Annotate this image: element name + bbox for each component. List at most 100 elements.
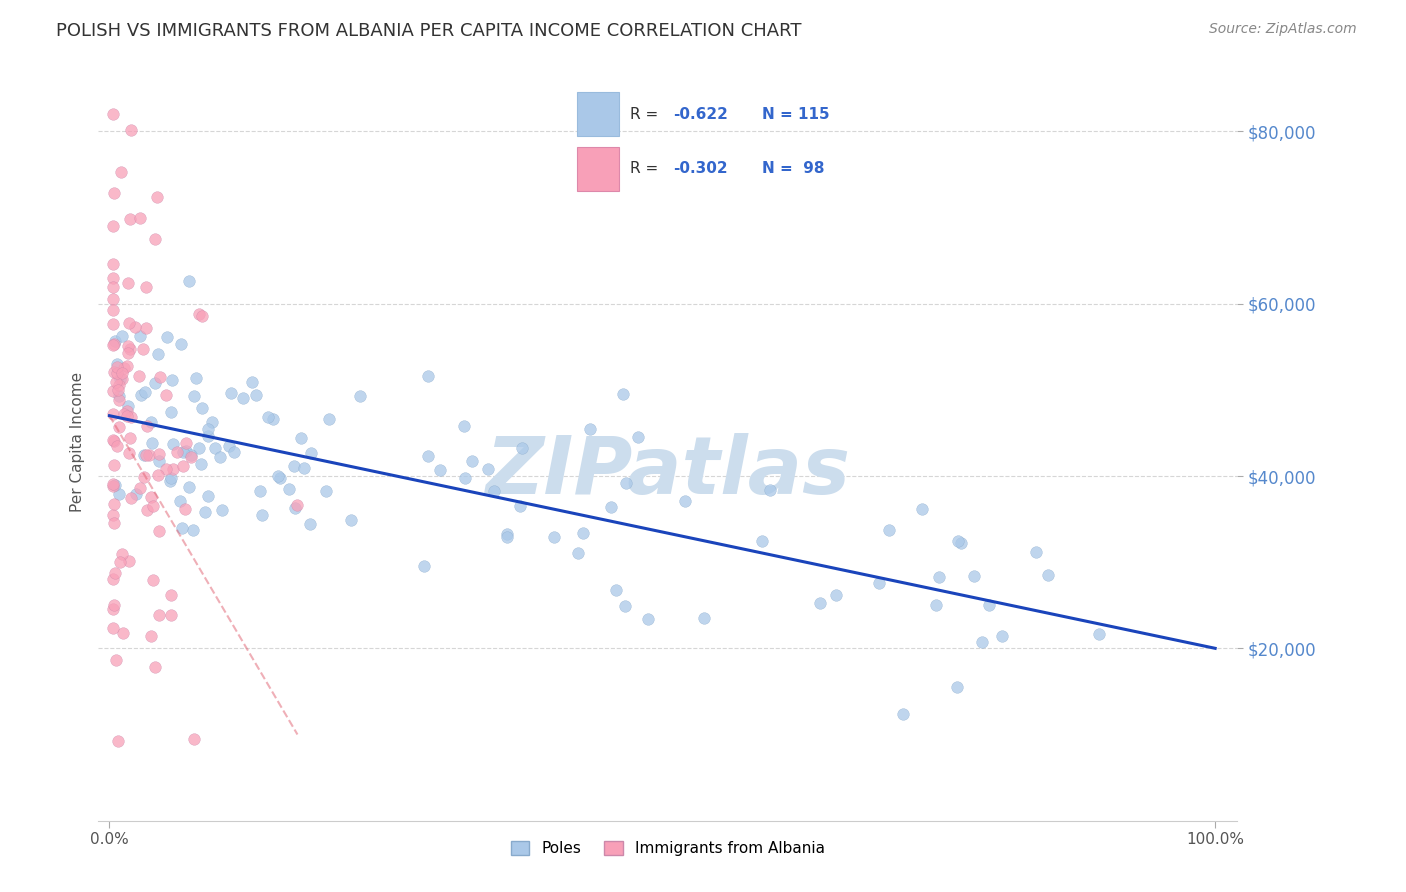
Point bbox=[991, 629, 1014, 643]
Point bbox=[148, 347, 170, 361]
Point bbox=[128, 481, 150, 495]
Point bbox=[315, 483, 337, 498]
Point bbox=[103, 365, 125, 379]
Point bbox=[160, 608, 183, 623]
Text: ZIPatlas: ZIPatlas bbox=[485, 433, 851, 511]
Point bbox=[117, 276, 139, 290]
Point bbox=[567, 546, 589, 560]
Point bbox=[101, 573, 124, 587]
Point bbox=[111, 547, 134, 561]
Point bbox=[197, 422, 219, 436]
Point bbox=[349, 389, 371, 403]
Point bbox=[107, 733, 129, 747]
Point bbox=[139, 416, 162, 430]
Point bbox=[868, 576, 890, 591]
Point bbox=[232, 391, 254, 405]
Point bbox=[928, 570, 950, 584]
Point bbox=[222, 444, 245, 458]
Point bbox=[118, 212, 141, 227]
Point bbox=[418, 449, 440, 463]
Point bbox=[172, 459, 194, 474]
Point bbox=[112, 407, 135, 421]
Point bbox=[166, 444, 188, 458]
Point bbox=[614, 476, 637, 491]
Point bbox=[496, 526, 519, 541]
Point bbox=[1088, 627, 1111, 641]
Point bbox=[105, 653, 128, 667]
Point bbox=[181, 523, 204, 537]
Point bbox=[131, 388, 153, 402]
Point bbox=[453, 471, 475, 485]
Point bbox=[155, 462, 177, 476]
Point bbox=[159, 474, 181, 488]
Point bbox=[141, 435, 163, 450]
Point bbox=[148, 607, 170, 622]
Text: Source: ZipAtlas.com: Source: ZipAtlas.com bbox=[1209, 22, 1357, 37]
Point bbox=[673, 494, 696, 508]
Point bbox=[134, 469, 156, 483]
Point bbox=[111, 329, 134, 343]
Point bbox=[120, 409, 142, 424]
Point bbox=[101, 621, 124, 635]
Point bbox=[453, 419, 475, 434]
Point bbox=[160, 588, 183, 602]
Point bbox=[115, 404, 138, 418]
Point bbox=[250, 508, 273, 523]
Point bbox=[143, 376, 166, 390]
Point bbox=[112, 625, 135, 640]
Point bbox=[105, 357, 128, 371]
Point bbox=[197, 489, 219, 503]
Point bbox=[135, 280, 157, 294]
Point bbox=[461, 454, 484, 468]
Point bbox=[218, 439, 240, 453]
Point bbox=[108, 377, 131, 392]
Point bbox=[103, 497, 125, 511]
Point bbox=[134, 384, 156, 399]
Point bbox=[135, 448, 157, 462]
Point bbox=[101, 302, 124, 317]
Point bbox=[117, 339, 139, 353]
Point bbox=[139, 490, 162, 504]
Point bbox=[135, 418, 157, 433]
Point bbox=[142, 573, 165, 587]
Y-axis label: Per Capita Income: Per Capita Income bbox=[69, 371, 84, 512]
Point bbox=[103, 458, 125, 473]
Point bbox=[108, 389, 131, 403]
Point bbox=[162, 437, 184, 451]
Point bbox=[1025, 545, 1047, 559]
Point bbox=[970, 635, 993, 649]
Point bbox=[139, 629, 162, 643]
Point bbox=[101, 271, 124, 285]
Point bbox=[1036, 568, 1059, 582]
Point bbox=[148, 447, 170, 461]
Point bbox=[262, 412, 284, 426]
Point bbox=[962, 569, 984, 583]
Point bbox=[143, 660, 166, 674]
Point bbox=[183, 732, 205, 747]
Point bbox=[201, 415, 224, 429]
Point bbox=[105, 438, 128, 452]
Point bbox=[879, 523, 901, 537]
Point bbox=[101, 476, 124, 491]
Point bbox=[572, 526, 595, 541]
Point bbox=[107, 420, 129, 434]
Point bbox=[283, 459, 305, 474]
Point bbox=[174, 501, 197, 516]
Point bbox=[101, 279, 124, 293]
Point bbox=[183, 389, 205, 403]
Point bbox=[101, 508, 124, 522]
Point bbox=[101, 292, 124, 306]
Point bbox=[484, 484, 506, 499]
Point bbox=[155, 388, 177, 402]
Point bbox=[103, 186, 125, 200]
Point bbox=[111, 366, 134, 380]
Point bbox=[284, 500, 307, 515]
Point bbox=[197, 429, 219, 443]
Point bbox=[240, 375, 263, 389]
Point bbox=[120, 431, 142, 445]
Point bbox=[118, 316, 141, 330]
Point bbox=[138, 448, 160, 462]
Point bbox=[149, 370, 172, 384]
Point bbox=[110, 165, 132, 179]
Point bbox=[190, 457, 212, 471]
